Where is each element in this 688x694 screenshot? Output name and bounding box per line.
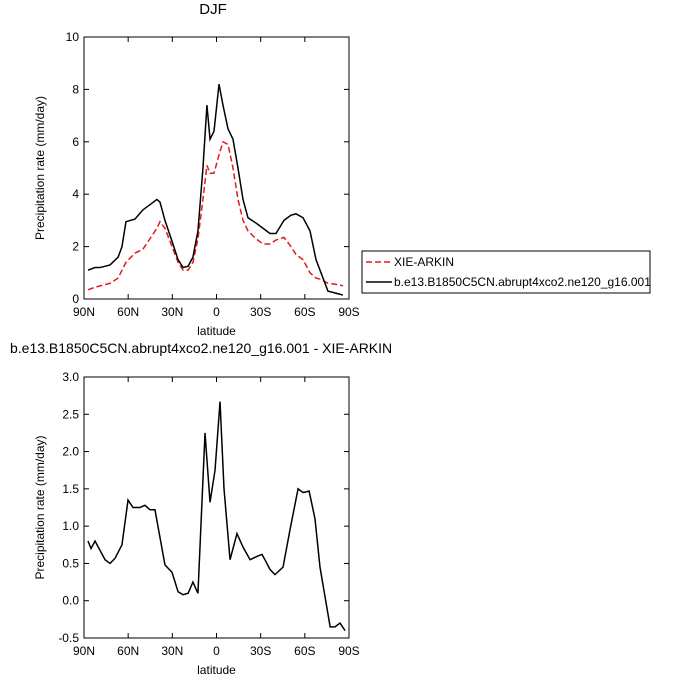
legend-label: XIE-ARKIN (394, 255, 454, 269)
y-axis-label: Precipitation rate (mm/day) (33, 96, 47, 240)
y-tick-label: -0.5 (58, 631, 79, 645)
x-tick-label: 30S (250, 644, 271, 658)
chart-title: DJF (199, 1, 227, 18)
x-tick-label: 30N (161, 305, 183, 319)
series-line (87, 140, 344, 291)
x-tick-label: 30S (250, 305, 271, 319)
y-tick-label: 3.0 (62, 370, 79, 384)
y-tick-label: 1.5 (62, 482, 79, 496)
x-tick-label: 90N (73, 305, 95, 319)
y-tick-label: 10 (66, 30, 80, 44)
x-tick-label: 60S (294, 644, 315, 658)
y-tick-label: 4 (72, 187, 79, 201)
chart-title: b.e13.B1850C5CN.abrupt4xco2.ne120_g16.00… (10, 340, 392, 356)
x-tick-label: 0 (213, 305, 220, 319)
legend-label: b.e13.B1850C5CN.abrupt4xco2.ne120_g16.00… (394, 275, 651, 289)
x-axis-label: latitude (197, 663, 236, 677)
y-tick-label: 8 (72, 82, 79, 96)
y-tick-label: 0.0 (62, 594, 79, 608)
y-tick-label: 2.0 (62, 445, 79, 459)
x-tick-label: 90S (338, 644, 359, 658)
x-tick-label: 30N (161, 644, 183, 658)
y-tick-label: 2 (72, 240, 79, 254)
x-tick-label: 60N (117, 305, 139, 319)
y-tick-label: 2.5 (62, 407, 79, 421)
x-tick-label: 0 (213, 644, 220, 658)
y-tick-label: 1.0 (62, 519, 79, 533)
y-tick-label: 6 (72, 135, 79, 149)
legend-box (361, 250, 651, 294)
x-tick-label: 60S (294, 305, 315, 319)
series-line (87, 401, 346, 631)
x-tick-label: 90S (338, 305, 359, 319)
series-line (87, 84, 344, 296)
x-tick-label: 60N (117, 644, 139, 658)
y-tick-label: 0 (72, 292, 79, 306)
x-tick-label: 90N (73, 644, 95, 658)
x-axis-label: latitude (197, 324, 236, 338)
y-axis-label: Precipitation rate (mm/day) (33, 435, 47, 579)
y-tick-label: 0.5 (62, 556, 79, 570)
